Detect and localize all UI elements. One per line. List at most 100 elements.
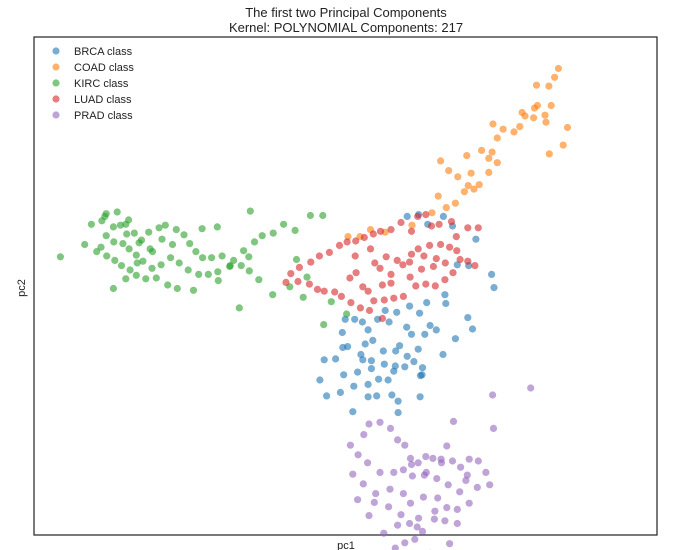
point-luad-class-52	[441, 276, 449, 284]
point-kirc-class-83	[123, 230, 131, 238]
point-prad-class-71	[407, 460, 416, 469]
point-kirc-class-37	[214, 268, 222, 276]
point-coad-class-18	[478, 146, 486, 154]
point-brca-class-68	[451, 335, 459, 343]
point-kirc-class-5	[116, 221, 125, 229]
point-luad-class-30	[325, 248, 333, 256]
point-kirc-class-48	[119, 240, 127, 248]
point-luad-class-48	[399, 292, 407, 300]
point-coad-class-36	[344, 233, 352, 241]
point-prad-class-11	[429, 454, 437, 462]
point-kirc-class-1	[87, 220, 95, 228]
point-luad-class-9	[446, 243, 454, 251]
point-coad-class-32	[408, 221, 416, 229]
point-kirc-class-73	[213, 223, 221, 231]
point-kirc-class-79	[327, 298, 335, 306]
point-luad-class-16	[447, 218, 456, 226]
point-luad-class-45	[370, 297, 378, 305]
point-brca-class-69	[464, 314, 472, 322]
point-brca-class-62	[388, 391, 396, 399]
point-kirc-class-55	[117, 262, 126, 270]
point-coad-class-11	[532, 81, 541, 89]
point-brca-class-20	[385, 318, 393, 326]
point-brca-class-45	[375, 375, 383, 383]
point-luad-class-34	[287, 270, 295, 278]
legend-label-brca-class: BRCA class	[74, 46, 133, 58]
chart-title: The first two Principal Components	[245, 5, 447, 20]
legend-marker-kirc-class	[52, 79, 60, 87]
point-kirc-class-47	[125, 245, 133, 253]
point-luad-class-40	[331, 288, 339, 296]
point-kirc-class-18	[208, 254, 216, 262]
point-kirc-class-72	[56, 253, 64, 261]
point-prad-class-17	[474, 457, 482, 465]
point-luad-class-12	[471, 262, 479, 270]
point-coad-class-10	[554, 64, 563, 73]
point-luad-class-65	[406, 273, 414, 281]
point-brca-class-11	[423, 299, 431, 307]
point-kirc-class-28	[306, 211, 314, 220]
point-luad-class-47	[390, 294, 398, 302]
point-brca-class-66	[439, 350, 447, 359]
point-prad-class-49	[394, 521, 402, 529]
legend-label-coad-class: COAD class	[74, 62, 134, 74]
point-luad-class-8	[437, 240, 445, 249]
point-kirc-class-44	[148, 264, 156, 272]
point-kirc-class-24	[258, 232, 266, 240]
point-brca-class-70	[468, 325, 477, 333]
point-kirc-class-80	[343, 310, 351, 318]
point-coad-class-26	[470, 185, 478, 193]
point-prad-class-45	[370, 498, 378, 506]
point-luad-class-25	[369, 230, 377, 238]
point-luad-class-29	[335, 241, 344, 249]
legend-item-luad-class: LUAD class	[52, 94, 132, 106]
point-luad-class-10	[453, 247, 461, 255]
point-coad-class-16	[489, 120, 497, 128]
point-coad-class-37	[437, 157, 445, 165]
point-brca-class-19	[381, 306, 389, 315]
point-kirc-class-10	[145, 228, 153, 236]
point-brca-class-43	[390, 367, 398, 375]
point-prad-class-50	[406, 519, 414, 528]
point-prad-class-13	[443, 442, 451, 450]
point-luad-class-43	[356, 304, 364, 312]
point-brca-class-55	[340, 371, 348, 379]
x-axis-label: pc1	[337, 540, 355, 550]
point-brca-class-35	[396, 342, 404, 350]
point-coad-class-38	[445, 167, 453, 175]
point-kirc-class-13	[172, 226, 180, 234]
point-kirc-class-77	[299, 293, 307, 301]
point-brca-class-39	[410, 358, 418, 366]
point-prad-class-43	[397, 511, 405, 519]
point-coad-class-20	[467, 169, 475, 177]
point-kirc-class-26	[280, 220, 288, 228]
chart-subtitle: Kernel: POLYNOMIAL Components: 217	[229, 20, 463, 35]
point-coad-class-6	[530, 114, 538, 122]
point-prad-class-33	[399, 490, 407, 498]
point-luad-class-20	[414, 212, 422, 220]
point-luad-class-26	[360, 233, 368, 242]
point-brca-class-33	[379, 347, 387, 355]
point-kirc-class-36	[226, 262, 234, 271]
point-luad-class-36	[294, 277, 302, 286]
point-kirc-class-15	[186, 240, 194, 248]
point-luad-class-70	[352, 269, 360, 277]
point-prad-class-42	[415, 514, 423, 522]
point-brca-class-28	[369, 336, 377, 344]
point-kirc-class-49	[110, 238, 118, 246]
point-brca-class-23	[351, 315, 359, 323]
point-luad-class-44	[365, 306, 374, 315]
point-kirc-class-59	[152, 274, 160, 282]
point-coad-class-9	[551, 73, 559, 81]
point-kirc-class-52	[93, 248, 101, 256]
point-luad-class-3	[387, 270, 395, 278]
point-prad-class-48	[380, 529, 388, 537]
point-luad-class-49	[412, 282, 420, 290]
plot-area	[33, 36, 658, 536]
point-luad-class-55	[351, 252, 359, 260]
point-brca-class-63	[364, 393, 372, 401]
point-prad-class-68	[422, 468, 430, 476]
point-kirc-class-40	[184, 266, 192, 274]
legend-label-prad-class: PRAD class	[74, 110, 133, 122]
point-luad-class-42	[347, 299, 355, 307]
